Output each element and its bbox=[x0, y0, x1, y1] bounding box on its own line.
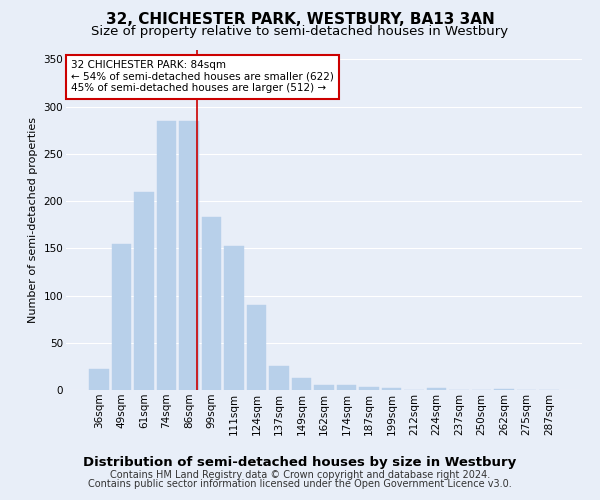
Bar bbox=[382, 388, 401, 390]
Text: Contains HM Land Registry data © Crown copyright and database right 2024.: Contains HM Land Registry data © Crown c… bbox=[110, 470, 490, 480]
Text: Size of property relative to semi-detached houses in Westbury: Size of property relative to semi-detach… bbox=[91, 25, 509, 38]
Bar bbox=[247, 305, 266, 390]
Bar bbox=[179, 121, 199, 390]
Bar bbox=[427, 388, 446, 390]
Y-axis label: Number of semi-detached properties: Number of semi-detached properties bbox=[28, 117, 38, 323]
Text: Contains public sector information licensed under the Open Government Licence v3: Contains public sector information licen… bbox=[88, 479, 512, 489]
Bar bbox=[202, 217, 221, 390]
Bar bbox=[292, 378, 311, 390]
Bar bbox=[89, 369, 109, 390]
Text: 32, CHICHESTER PARK, WESTBURY, BA13 3AN: 32, CHICHESTER PARK, WESTBURY, BA13 3AN bbox=[106, 12, 494, 28]
Text: 32 CHICHESTER PARK: 84sqm
← 54% of semi-detached houses are smaller (622)
45% of: 32 CHICHESTER PARK: 84sqm ← 54% of semi-… bbox=[71, 60, 334, 94]
Bar bbox=[494, 389, 514, 390]
Bar bbox=[269, 366, 289, 390]
Bar bbox=[157, 121, 176, 390]
Bar bbox=[134, 192, 154, 390]
Bar bbox=[224, 246, 244, 390]
Bar bbox=[337, 386, 356, 390]
Bar bbox=[112, 244, 131, 390]
Text: Distribution of semi-detached houses by size in Westbury: Distribution of semi-detached houses by … bbox=[83, 456, 517, 469]
Bar bbox=[359, 387, 379, 390]
Bar bbox=[314, 386, 334, 390]
